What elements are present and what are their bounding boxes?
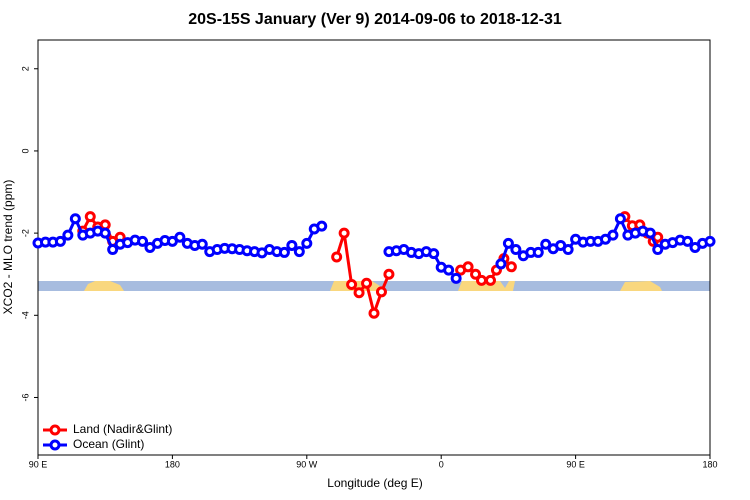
data-point — [293, 246, 305, 258]
data-point — [476, 274, 488, 286]
legend-marker — [49, 439, 61, 451]
data-point — [495, 258, 507, 270]
legend-label: Ocean (Glint) — [73, 437, 144, 451]
data-point — [614, 213, 626, 225]
chart-title: 20S-15S January (Ver 9) 2014-09-06 to 20… — [188, 11, 562, 28]
data-point — [137, 235, 149, 247]
data-point — [54, 235, 66, 247]
data-point — [331, 251, 343, 263]
legend-label: Land (Nadir&Glint) — [73, 422, 172, 436]
series-line — [335, 232, 391, 319]
y-tick-label: 0 — [20, 148, 30, 153]
land-mask — [38, 281, 710, 291]
data-point — [338, 227, 350, 239]
data-point — [443, 264, 455, 276]
data-point — [99, 227, 111, 239]
data-point — [505, 261, 517, 273]
data-point — [174, 231, 186, 243]
data-point — [69, 213, 81, 225]
y-tick-label: -6 — [20, 393, 30, 401]
data-point — [644, 227, 656, 239]
y-tick-label: -2 — [20, 229, 30, 237]
data-point — [383, 268, 395, 280]
mask-land — [458, 281, 515, 291]
x-tick-label: 180 — [165, 459, 180, 469]
legend-marker — [49, 424, 61, 436]
data-point — [607, 229, 619, 241]
data-point — [286, 239, 298, 251]
x-tick-label: 180 — [702, 459, 717, 469]
data-point — [375, 286, 387, 298]
data-point — [316, 220, 328, 232]
data-point — [462, 261, 474, 273]
data-point — [361, 277, 373, 289]
x-tick-label: 90 E — [29, 459, 48, 469]
data-point — [484, 274, 496, 286]
data-point — [652, 244, 664, 256]
data-point — [301, 237, 313, 249]
data-point — [84, 211, 96, 223]
x-tick-label: 90 E — [566, 459, 585, 469]
mask-land — [84, 281, 124, 291]
data-point — [196, 238, 208, 250]
data-point — [682, 235, 694, 247]
data-point — [346, 278, 358, 290]
plot-frame — [37, 39, 711, 456]
data-point — [353, 287, 365, 299]
data-point — [428, 248, 440, 260]
data-point — [470, 268, 482, 280]
x-tick-label: 90 W — [296, 459, 318, 469]
mask-land — [620, 281, 662, 291]
y-axis-label: XCO2 - MLO trend (ppm) — [1, 180, 15, 315]
data-point — [502, 237, 514, 249]
x-tick-label: 0 — [439, 459, 444, 469]
data-point — [704, 235, 716, 247]
data-point — [107, 244, 119, 256]
data-point — [540, 238, 552, 250]
data-point — [510, 244, 522, 256]
data-point — [532, 246, 544, 258]
data-point — [368, 307, 380, 319]
x-axis-label: Longitude (deg E) — [327, 476, 422, 490]
data-point — [62, 229, 74, 241]
data-point — [450, 272, 462, 284]
y-tick-label: 2 — [20, 66, 30, 71]
y-tick-label: -4 — [20, 311, 30, 319]
data-point — [278, 246, 290, 258]
data-point — [562, 244, 574, 256]
